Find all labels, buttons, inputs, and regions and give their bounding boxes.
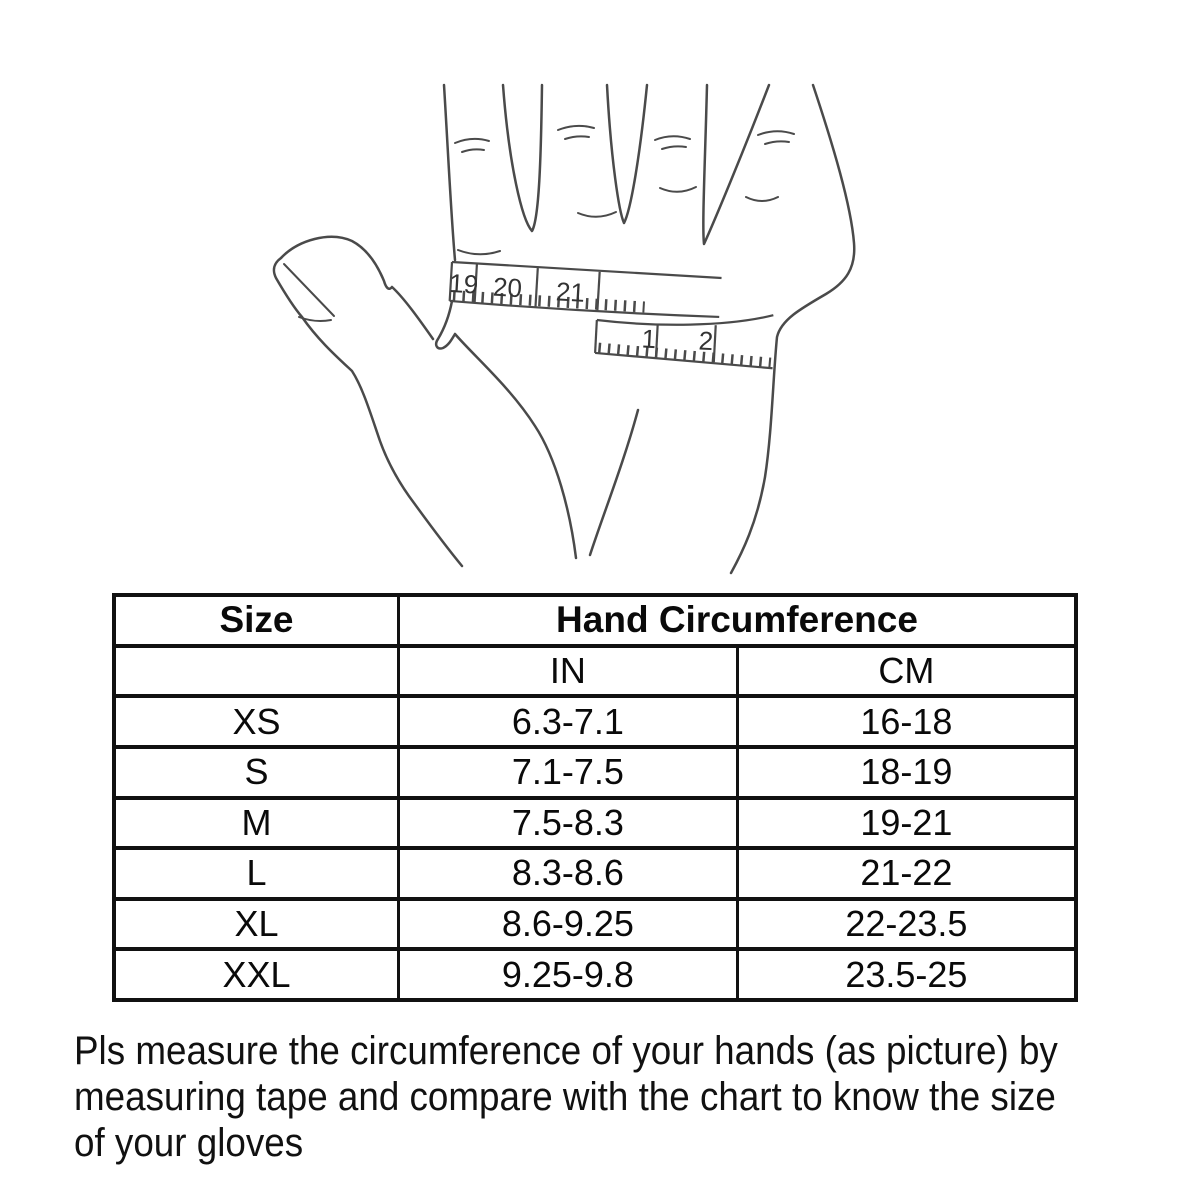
finger-creases: [454, 124, 795, 256]
in-cell: 8.6-9.25: [397, 896, 738, 950]
table-row: XS 6.3-7.1 16-18: [112, 694, 1076, 747]
size-table: Size Hand Circumference IN CM XS 6.3-7.1…: [112, 593, 1078, 1002]
size-table-container: Size Hand Circumference IN CM XS 6.3-7.1…: [112, 593, 1078, 1002]
measuring-tape-lower: 1 2: [594, 314, 774, 370]
instruction-line: of your gloves: [74, 1121, 304, 1165]
tape-mark-19: 19: [448, 268, 479, 300]
tape-mark-2: 2: [698, 325, 714, 356]
thumb-nail: [283, 263, 335, 317]
cm-cell: 23.5-25: [735, 947, 1076, 1000]
in-cell: 7.1-7.5: [397, 744, 738, 798]
tape-mark-21: 21: [555, 276, 586, 308]
in-cell: 8.3-8.6: [397, 846, 738, 899]
table-row: XL 8.6-9.25 22-23.5: [112, 896, 1076, 950]
measuring-tape-upper: 19 20 21: [448, 260, 722, 319]
size-cell: S: [112, 744, 399, 798]
in-cell: 6.3-7.1: [397, 694, 738, 747]
circumference-column-header: Hand Circumference: [397, 593, 1076, 646]
size-cell: M: [112, 795, 399, 849]
size-cell: XS: [112, 694, 399, 747]
instruction-line: measuring tape and compare with the char…: [74, 1075, 1056, 1119]
cm-cell: 18-19: [735, 744, 1076, 798]
cm-cell: 22-23.5: [735, 896, 1076, 950]
table-row: M 7.5-8.3 19-21: [112, 795, 1076, 849]
table-units-row: IN CM: [112, 643, 1076, 697]
table-row: XXL 9.25-9.8 23.5-25: [112, 947, 1076, 1000]
size-cell: XXL: [112, 947, 399, 1000]
table-header-row: Size Hand Circumference: [112, 593, 1076, 646]
cm-cell: 19-21: [735, 795, 1076, 849]
instruction-line: Pls measure the circumference of your ha…: [74, 1029, 1058, 1073]
unit-cm-header: CM: [735, 643, 1076, 697]
size-column-header: Size: [112, 593, 399, 646]
size-cell: XL: [112, 896, 399, 950]
hand-outline: [272, 83, 856, 575]
measurement-instructions: Pls measure the circumference of your ha…: [74, 1028, 1200, 1166]
tape-mark-1: 1: [641, 323, 657, 354]
unit-in-header: IN: [397, 643, 738, 697]
table-row: L 8.3-8.6 21-22: [112, 846, 1076, 899]
tape-mark-20: 20: [492, 272, 523, 304]
in-cell: 7.5-8.3: [397, 795, 738, 849]
in-cell: 9.25-9.8: [397, 947, 738, 1000]
cm-cell: 21-22: [735, 846, 1076, 899]
size-cell: L: [112, 846, 399, 899]
hand-measurement-illustration: 19 20 21 1 2: [272, 83, 856, 575]
empty-header-cell: [112, 643, 399, 697]
cm-cell: 16-18: [735, 694, 1076, 747]
table-row: S 7.1-7.5 18-19: [112, 744, 1076, 798]
